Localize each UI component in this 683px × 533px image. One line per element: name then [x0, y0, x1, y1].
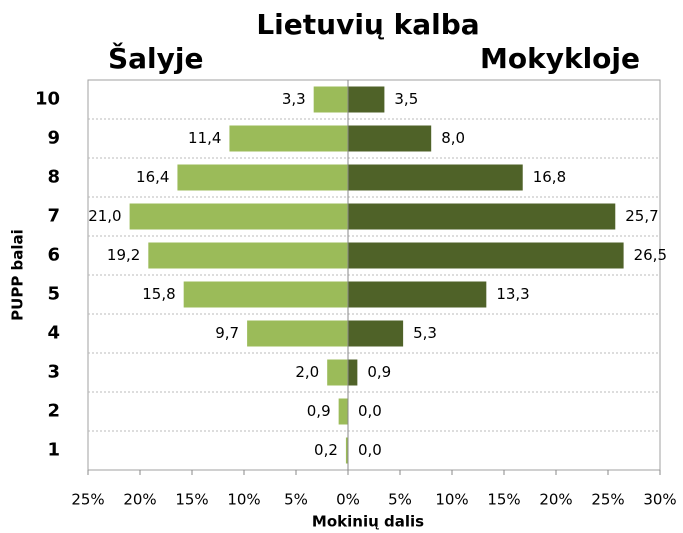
- data-label: 0,0: [358, 441, 382, 459]
- y-tick-label: 2: [47, 401, 60, 422]
- y-tick-label: 3: [47, 362, 60, 383]
- data-label: 15,8: [142, 285, 175, 303]
- data-label: 2,0: [295, 363, 319, 381]
- data-label: 8,0: [441, 129, 465, 147]
- x-tick-label: 25%: [71, 491, 104, 509]
- y-tick-label: 7: [47, 206, 60, 227]
- data-label: 9,7: [215, 324, 239, 342]
- data-label: 0,9: [307, 402, 331, 420]
- data-label: 0,0: [358, 402, 382, 420]
- data-label: 16,8: [533, 168, 566, 186]
- y-tick-label: 10: [35, 89, 60, 110]
- x-tick-label: 5%: [284, 491, 308, 509]
- data-label: 16,4: [136, 168, 169, 186]
- bar: [129, 203, 348, 230]
- data-label: 11,4: [188, 129, 221, 147]
- x-tick-label: 10%: [227, 491, 260, 509]
- bar: [348, 242, 624, 269]
- y-tick-label: 8: [47, 167, 60, 188]
- chart-title: Lietuvių kalba: [256, 8, 479, 41]
- bar: [348, 203, 616, 230]
- bar: [313, 86, 348, 113]
- bar: [247, 320, 348, 347]
- data-label: 21,0: [88, 207, 121, 225]
- left-series-title: Šalyje: [108, 41, 204, 75]
- bar: [345, 437, 348, 464]
- bar: [229, 125, 348, 152]
- data-label: 19,2: [107, 246, 140, 264]
- bar: [177, 164, 348, 191]
- data-label: 13,3: [496, 285, 529, 303]
- y-tick-label: 5: [47, 284, 60, 305]
- x-tick-label: 0%: [336, 491, 360, 509]
- y-tick-label: 9: [47, 128, 60, 149]
- y-axis-label: PUPP balai: [9, 229, 27, 321]
- x-tick-label: 10%: [435, 491, 468, 509]
- x-tick-label: 20%: [539, 491, 572, 509]
- data-label: 25,7: [625, 207, 658, 225]
- x-axis-label: Mokinių dalis: [312, 513, 424, 531]
- bar: [338, 398, 348, 425]
- bar: [148, 242, 348, 269]
- y-tick-label: 1: [47, 440, 60, 461]
- bar: [327, 359, 348, 386]
- data-label: 0,9: [367, 363, 391, 381]
- bar: [348, 125, 432, 152]
- right-series-title: Mokykloje: [480, 42, 640, 75]
- data-label: 5,3: [413, 324, 437, 342]
- x-tick-label: 15%: [487, 491, 520, 509]
- y-tick-label: 4: [47, 323, 60, 344]
- x-tick-label: 15%: [175, 491, 208, 509]
- bar: [348, 320, 404, 347]
- bar: [348, 359, 358, 386]
- bar: [348, 164, 523, 191]
- y-tick-label: 6: [47, 245, 60, 266]
- data-label: 3,3: [282, 90, 306, 108]
- data-label: 26,5: [634, 246, 667, 264]
- bar: [348, 281, 487, 308]
- x-tick-label: 20%: [123, 491, 156, 509]
- x-tick-label: 5%: [388, 491, 412, 509]
- x-tick-label: 25%: [591, 491, 624, 509]
- data-label: 0,2: [314, 441, 338, 459]
- x-tick-label: 30%: [643, 491, 676, 509]
- bar: [183, 281, 348, 308]
- data-label: 3,5: [394, 90, 418, 108]
- bar: [348, 86, 385, 113]
